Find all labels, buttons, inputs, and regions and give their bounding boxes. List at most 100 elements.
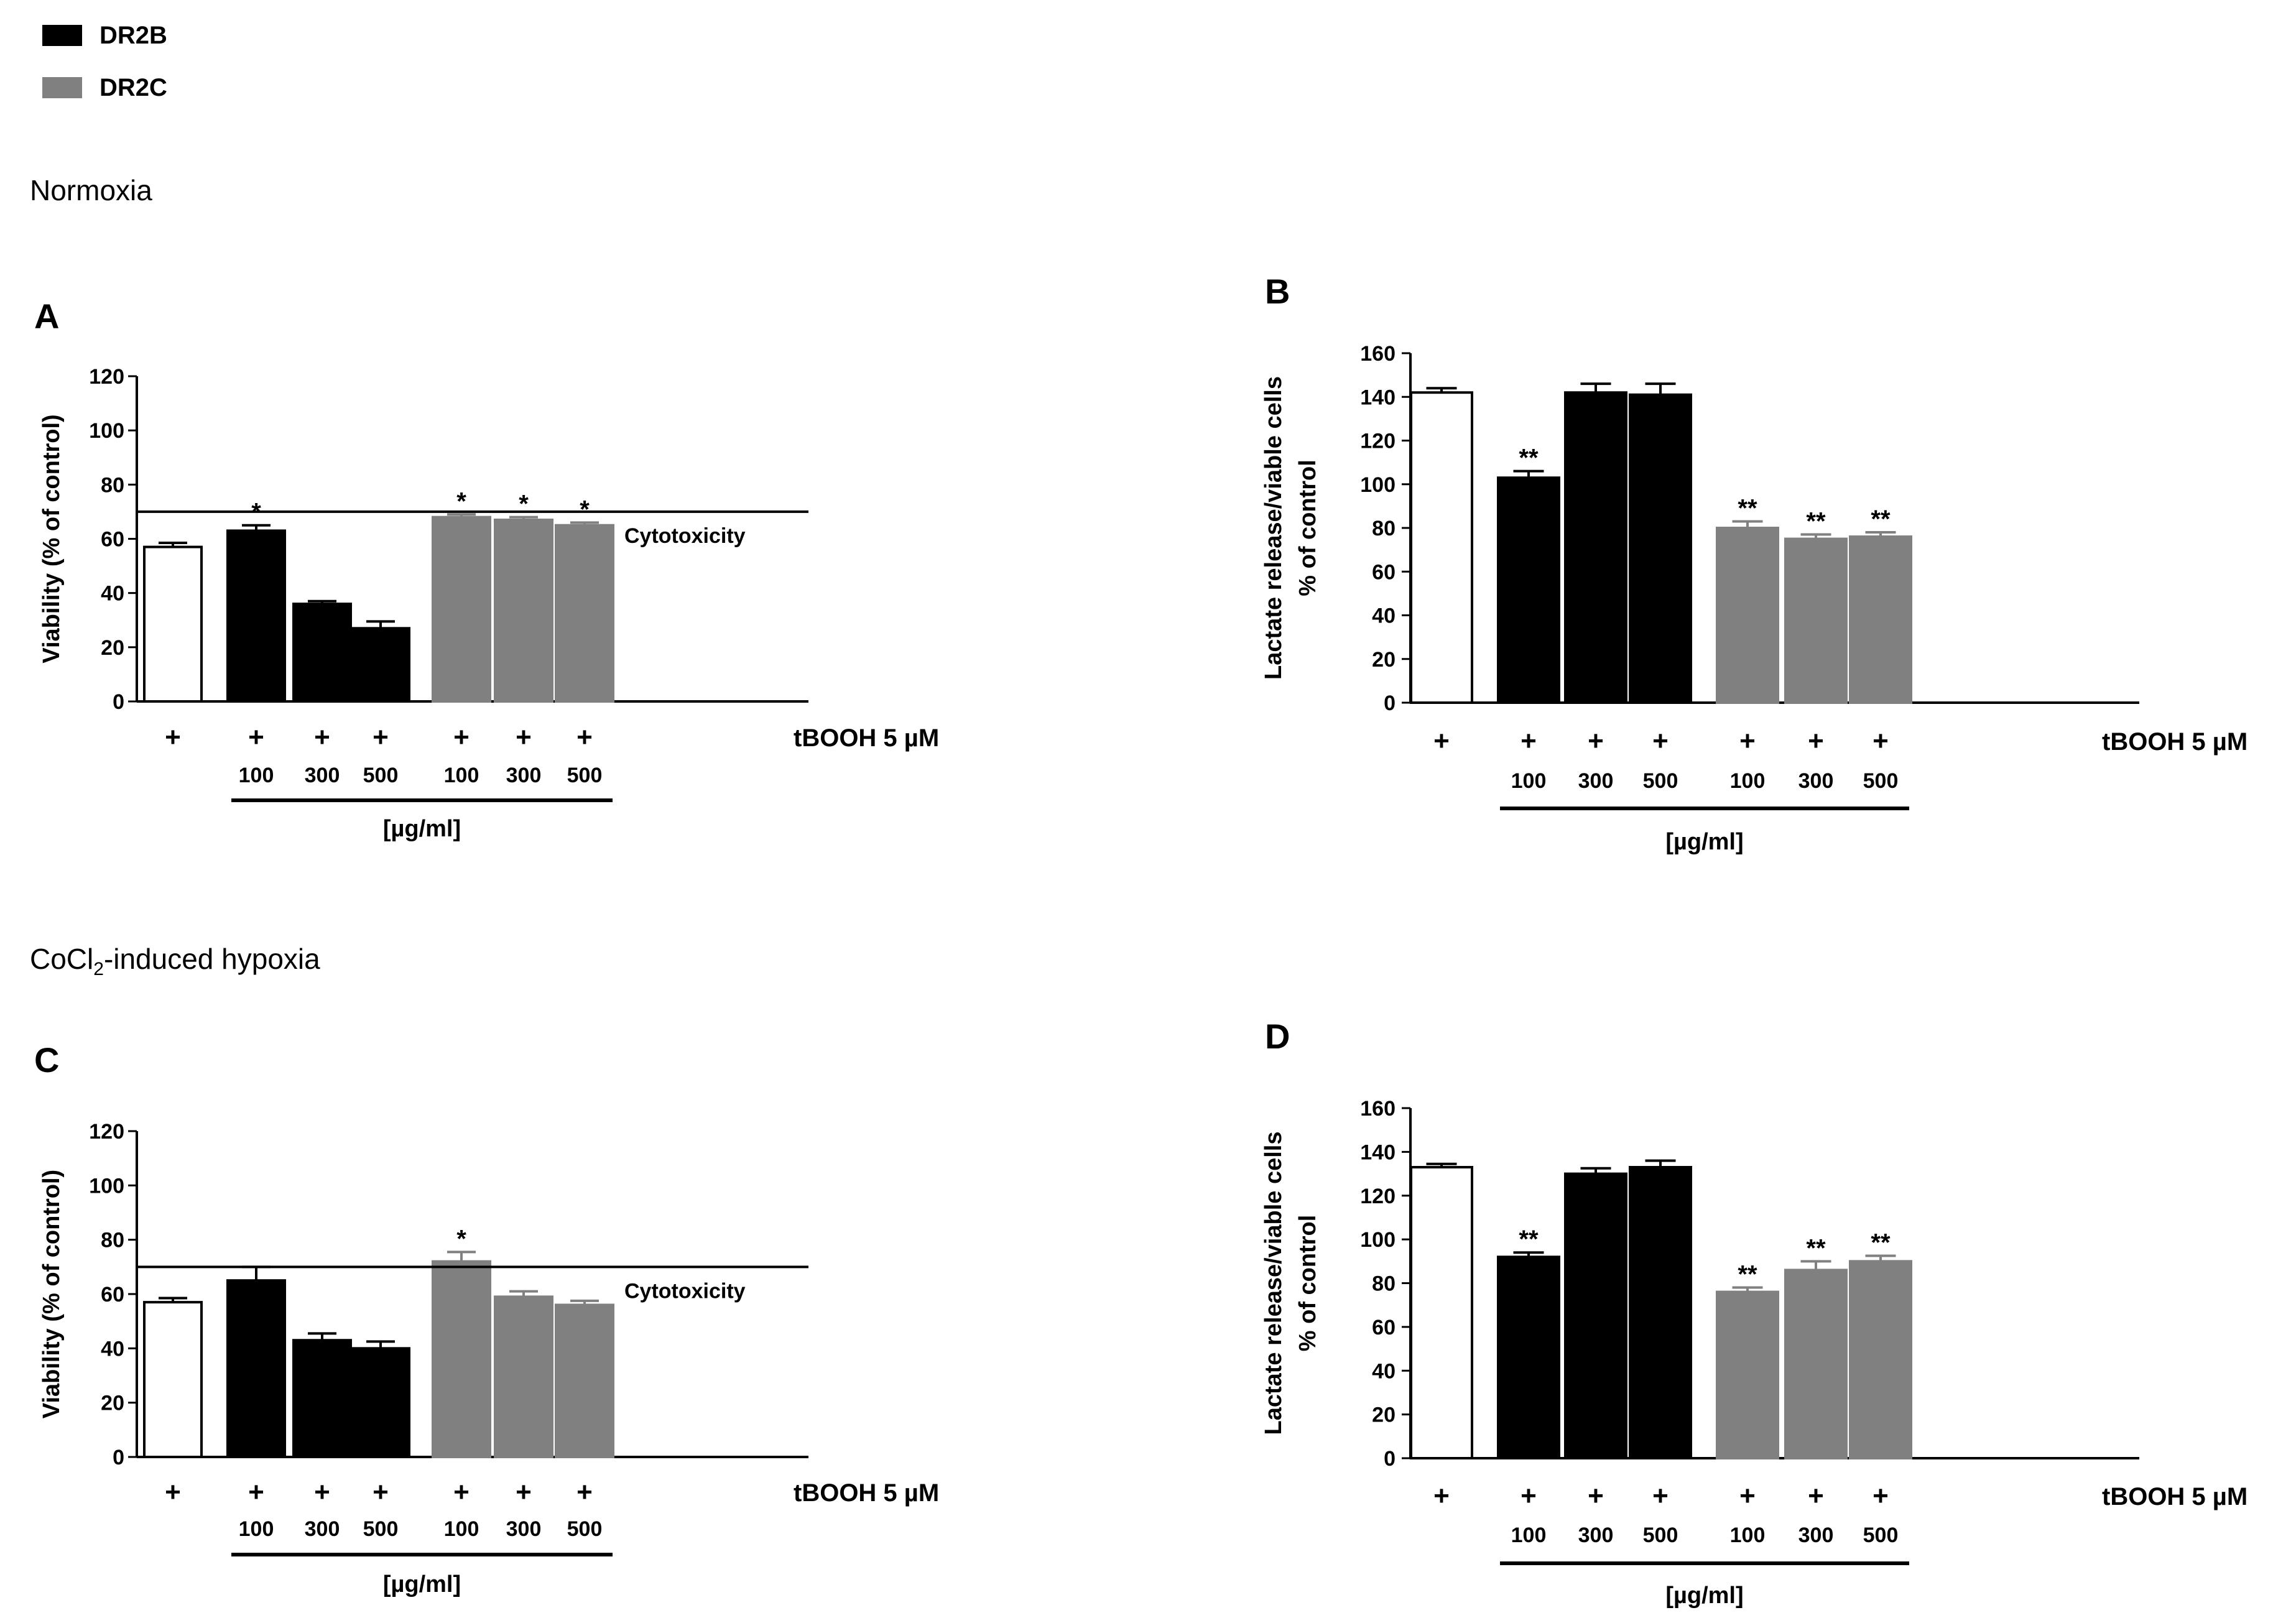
concentration-label: 300 <box>1798 1524 1834 1547</box>
bar-dr2c <box>1716 527 1779 704</box>
y-tick-label: 140 <box>1360 386 1396 409</box>
y-tick-label: 100 <box>1360 473 1396 497</box>
concentration-label: 300 <box>305 764 340 787</box>
bar-dr2c <box>494 518 553 703</box>
concentration-label: 100 <box>444 764 479 787</box>
section-title-hypoxia: CoCl2-induced hypoxia <box>30 943 320 979</box>
y-tick-label: 20 <box>1372 648 1396 672</box>
bar-dr2c <box>555 1303 614 1458</box>
y-tick-label: 40 <box>101 1337 124 1361</box>
bar-dr2c <box>1849 535 1912 704</box>
concentration-label: 100 <box>1511 1524 1547 1547</box>
concentration-label: 500 <box>363 1517 399 1541</box>
treatment-plus: + <box>1433 726 1450 756</box>
y-tick-label: 0 <box>113 690 124 714</box>
treatment-plus: + <box>1739 1481 1756 1511</box>
significance-marker: ** <box>1738 1261 1757 1288</box>
hypoxia-title-prefix: CoCl <box>30 943 93 975</box>
concentration-label: 300 <box>1798 769 1834 793</box>
treatment-plus: + <box>1588 726 1604 756</box>
treatment-plus: + <box>1872 726 1889 756</box>
treatment-label: tBOOH 5 µM <box>2102 728 2247 756</box>
panel-letter: A <box>34 297 59 336</box>
panel-d-lactate-hypoxia: D 0 20 40 60 80 100 120 140 160 Lactate release/vi… <box>1261 1017 2247 1609</box>
treatment-plus: + <box>1872 1481 1889 1511</box>
y-tick-label: 40 <box>101 582 124 606</box>
bar-dr2c <box>555 524 614 703</box>
concentration-label: 500 <box>567 764 603 787</box>
bar-dr2b <box>226 1279 286 1459</box>
concentration-unit: [µg/ml] <box>1665 1583 1743 1609</box>
y-axis-label: Lactate release/viable cells <box>1261 1132 1287 1435</box>
concentration-label: 500 <box>567 1517 603 1541</box>
bar-dr2c <box>1716 1290 1779 1459</box>
y-tick-label: 60 <box>1372 1316 1396 1339</box>
treatment-plus: + <box>516 722 532 752</box>
hypoxia-title-suffix: -induced hypoxia <box>104 943 320 975</box>
significance-marker: ** <box>1738 494 1757 522</box>
treatment-plus: + <box>1739 726 1756 756</box>
bar-dr2b <box>1629 1166 1692 1459</box>
panel-b-lactate-normoxia: B 0 20 40 60 80 100 120 140 160 Lactate release/vi… <box>1261 272 2247 855</box>
treatment-plus: + <box>576 722 593 752</box>
y-tick-label: 20 <box>101 1392 124 1415</box>
legend-label-dr2c: DR2C <box>100 74 167 101</box>
treatment-plus: + <box>453 722 470 752</box>
concentration-label: 500 <box>363 764 399 787</box>
bar-dr2c <box>432 1260 491 1458</box>
treatment-plus: + <box>1652 1481 1669 1511</box>
bar-dr2b <box>226 529 286 703</box>
panel-a-viability-normoxia: A 0 20 40 60 80 100 120 Viability (% of control)… <box>34 297 939 842</box>
y-axis-label-secondary: % of control <box>1295 460 1321 596</box>
y-tick-label: 100 <box>89 1174 124 1198</box>
legend-label-dr2b: DR2B <box>100 22 167 49</box>
y-tick-label: 140 <box>1360 1140 1396 1164</box>
hypoxia-title-subscript: 2 <box>93 959 104 979</box>
treatment-plus: + <box>373 1477 389 1507</box>
y-tick-label: 160 <box>1360 1097 1396 1121</box>
treatment-plus: + <box>165 1477 181 1507</box>
treatment-plus: + <box>314 1477 330 1507</box>
concentration-label: 500 <box>1643 769 1678 793</box>
bar-dr2b <box>292 1339 352 1459</box>
y-tick-label: 120 <box>89 365 124 389</box>
legend-swatch-dr2c <box>42 77 82 98</box>
treatment-plus: + <box>1808 1481 1824 1511</box>
concentration-label: 100 <box>239 1517 274 1541</box>
concentration-label: 100 <box>239 764 274 787</box>
y-tick-label: 80 <box>1372 517 1396 540</box>
concentration-label: 300 <box>1578 1524 1614 1547</box>
significance-marker: * <box>456 488 466 515</box>
panel-letter: D <box>1265 1017 1290 1056</box>
significance-marker: ** <box>1519 1226 1539 1253</box>
bar-dr2b <box>351 1347 410 1458</box>
concentration-label: 300 <box>305 1517 340 1541</box>
y-axis-label: Lactate release/viable cells <box>1261 376 1287 680</box>
concentration-unit: [µg/ml] <box>383 816 461 842</box>
significance-marker: * <box>519 491 529 518</box>
cytotoxicity-label: Cytotoxicity <box>624 1279 746 1303</box>
treatment-plus: + <box>1433 1481 1450 1511</box>
bar-dr2c <box>494 1295 553 1459</box>
concentration-label: 100 <box>444 1517 479 1541</box>
bar-dr2b <box>351 627 410 703</box>
bar-dr2c <box>1784 537 1848 704</box>
legend: DR2B DR2C <box>42 22 167 101</box>
y-tick-label: 80 <box>101 1229 124 1252</box>
panel-c-viability-hypoxia: C 0 20 40 60 80 100 120 Viability (% of control)… <box>34 1040 939 1598</box>
bar-control <box>1410 1166 1473 1459</box>
y-tick-label: 120 <box>89 1120 124 1144</box>
concentration-unit: [µg/ml] <box>1665 829 1743 855</box>
treatment-plus: + <box>1521 726 1537 756</box>
concentration-label: 500 <box>1863 769 1899 793</box>
significance-marker: ** <box>1806 508 1826 535</box>
bar-control <box>1410 391 1473 704</box>
treatment-plus: + <box>453 1477 470 1507</box>
legend-swatch-dr2b <box>42 25 82 46</box>
bar-dr2c <box>1849 1260 1912 1459</box>
y-tick-label: 0 <box>1384 691 1396 715</box>
concentration-label: 300 <box>506 764 542 787</box>
y-tick-label: 120 <box>1360 430 1396 453</box>
concentration-label: 500 <box>1643 1524 1678 1547</box>
y-tick-label: 60 <box>1372 560 1396 584</box>
